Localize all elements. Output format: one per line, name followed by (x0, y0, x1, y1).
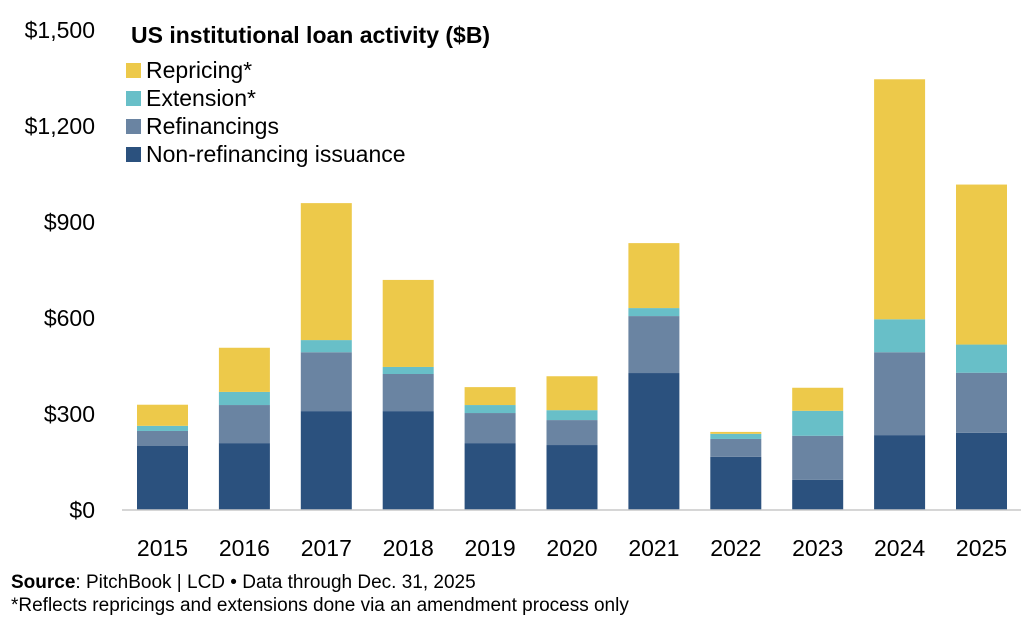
stacked-bar-chart: $0$300$600$900$1,200$1,500 2015 2016 2017 2… (25, 17, 1021, 561)
y-tick-label: $1,200 (25, 113, 95, 139)
x-tick-label: 2016 (219, 535, 270, 561)
legend-label: Extension* (146, 85, 256, 111)
y-tick-label: $0 (69, 497, 95, 523)
bar-segment-refinancings-2024 (874, 352, 926, 436)
y-tick-label: $1,500 (25, 17, 95, 43)
bar-group-2018 (382, 279, 434, 510)
bar-segment-repricing-2023 (792, 387, 844, 411)
x-tick-label: 2018 (383, 535, 434, 561)
bar-segment-repricing-2016 (218, 347, 270, 392)
bar-segment-repricing-2022 (710, 431, 762, 434)
x-tick-label: 2023 (792, 535, 843, 561)
bar-segment-extension-2019 (464, 405, 516, 414)
legend-swatch (126, 147, 141, 162)
bar-segment-refinancings-2022 (710, 438, 762, 457)
bar-segment-non-refinancing-issuance-2022 (710, 456, 762, 510)
source-text: : PitchBook | LCD • Data through Dec. 31… (75, 572, 476, 593)
legend-label: Non-refinancing issuance (146, 141, 406, 167)
bar-group-2019 (464, 387, 516, 510)
y-axis: $0 $300 $600 $900 $1,200 $1,500 (25, 17, 95, 523)
legend-swatch (126, 63, 141, 78)
bar-segment-refinancings-2015 (137, 430, 188, 446)
legend-item: Extension* (126, 85, 256, 111)
bar-segment-repricing-2021 (628, 243, 680, 309)
legend-item: Non-refinancing issuance (126, 141, 406, 167)
bar-segment-non-refinancing-issuance-2015 (137, 446, 188, 510)
bar-segment-refinancings-2021 (628, 316, 680, 374)
x-axis: 2015 2016 2017 2018 2019 2020 2021 2022 2023 2024… (137, 535, 1007, 561)
bar-segment-extension-2020 (546, 410, 598, 421)
x-tick-label: 2024 (874, 535, 925, 561)
legend-label: Repricing* (146, 57, 252, 83)
bar-group-2021 (628, 243, 680, 510)
bar-segment-repricing-2015 (137, 404, 188, 426)
bar-segment-repricing-2024 (874, 79, 926, 320)
bar-segment-extension-2022 (710, 433, 762, 439)
bar-group-2023 (792, 387, 844, 510)
bar-group-2017 (300, 203, 352, 510)
bar-segment-extension-2017 (300, 340, 352, 353)
bar-segment-non-refinancing-issuance-2020 (546, 445, 598, 510)
bar-segment-repricing-2020 (546, 376, 598, 411)
bar-group-2016 (218, 347, 270, 510)
bar-segment-refinancings-2023 (792, 435, 844, 480)
bar-segment-repricing-2019 (464, 387, 516, 406)
x-tick-label: 2015 (137, 535, 188, 561)
x-tick-label: 2025 (956, 535, 1007, 561)
legend-swatch (126, 119, 141, 134)
bar-segment-refinancings-2025 (956, 372, 1007, 433)
x-tick-label: 2019 (465, 535, 516, 561)
bar-segment-refinancings-2018 (382, 374, 434, 412)
x-tick-label: 2022 (710, 535, 761, 561)
bar-group-2024 (874, 79, 926, 510)
bar-segment-repricing-2025 (956, 184, 1007, 345)
bar-segment-refinancings-2016 (218, 405, 270, 444)
y-tick-label: $600 (44, 305, 95, 331)
legend-label: Refinancings (146, 113, 279, 139)
bar-segment-refinancings-2020 (546, 420, 598, 446)
bar-segment-non-refinancing-issuance-2025 (956, 432, 1007, 510)
x-tick-label: 2020 (546, 535, 597, 561)
bar-group-2022 (710, 431, 762, 510)
bar-segment-repricing-2017 (300, 203, 352, 341)
source-line: Source: PitchBook | LCD • Data through D… (11, 572, 476, 594)
bar-segment-non-refinancing-issuance-2019 (464, 443, 516, 510)
bar-segment-refinancings-2017 (300, 352, 352, 412)
bar-segment-extension-2018 (382, 366, 434, 374)
legend-swatch (126, 91, 141, 106)
bar-segment-repricing-2018 (382, 279, 434, 367)
bar-segment-non-refinancing-issuance-2016 (218, 443, 270, 510)
footnote: *Reflects repricings and extensions done… (11, 595, 629, 616)
bar-group-2015 (137, 404, 188, 510)
bar-segment-extension-2015 (137, 425, 188, 431)
bar-segment-non-refinancing-issuance-2024 (874, 435, 926, 510)
bar-group-2025 (956, 184, 1007, 510)
x-tick-label: 2021 (628, 535, 679, 561)
source-label: Source (11, 572, 76, 593)
bar-segment-extension-2025 (956, 344, 1007, 373)
chart-title: US institutional loan activity ($B) (131, 22, 490, 48)
y-tick-label: $300 (44, 401, 95, 427)
bar-segment-non-refinancing-issuance-2021 (628, 373, 680, 510)
x-tick-label: 2017 (301, 535, 352, 561)
bar-segment-extension-2023 (792, 410, 844, 436)
bars (137, 79, 1007, 510)
legend: Repricing*Extension*RefinancingsNon-refi… (126, 57, 406, 167)
legend-item: Repricing* (126, 57, 252, 83)
bar-segment-refinancings-2019 (464, 413, 516, 444)
bar-segment-extension-2016 (218, 391, 270, 406)
bar-segment-extension-2021 (628, 308, 680, 317)
bar-segment-non-refinancing-issuance-2018 (382, 411, 434, 510)
bar-group-2020 (546, 376, 598, 510)
legend-item: Refinancings (126, 113, 279, 139)
bar-segment-extension-2024 (874, 319, 926, 353)
y-tick-label: $900 (44, 209, 95, 235)
bar-segment-non-refinancing-issuance-2017 (300, 411, 352, 510)
bar-segment-non-refinancing-issuance-2023 (792, 479, 844, 510)
